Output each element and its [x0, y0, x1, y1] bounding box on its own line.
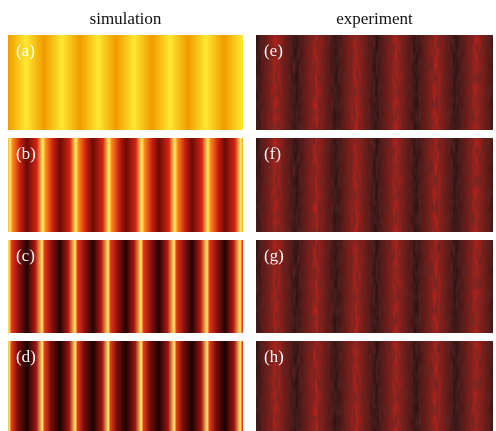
panel-label: (b)	[16, 144, 36, 163]
image-panel: (g)	[256, 240, 493, 333]
panel-label: (c)	[16, 246, 35, 265]
column-title: simulation	[90, 9, 162, 28]
panel-image	[8, 240, 243, 333]
image-panel: (f)	[256, 138, 493, 232]
panel-noise	[256, 35, 493, 130]
panel-noise	[256, 341, 493, 431]
figure: simulation (a) (b) (c) (d) experiment (e) (f) (g…	[0, 0, 496, 431]
image-panel: (e)	[256, 35, 493, 130]
panel-image	[8, 138, 243, 232]
image-panel: (d)	[8, 341, 243, 431]
panel-image	[8, 341, 243, 431]
panel-label: (f)	[264, 144, 281, 163]
panel-image	[8, 35, 243, 130]
panel-noise	[256, 240, 493, 333]
panel-label: (a)	[16, 41, 35, 60]
image-panel: (b)	[8, 138, 243, 232]
image-panel: (h)	[256, 341, 493, 431]
panel-label: (d)	[16, 347, 36, 366]
panel-noise	[256, 138, 493, 232]
column-title: experiment	[336, 9, 413, 28]
panel-label: (e)	[264, 41, 283, 60]
panel-label: (g)	[264, 246, 284, 265]
image-panel: (a)	[8, 35, 243, 130]
panel-label: (h)	[264, 347, 284, 366]
image-panel: (c)	[8, 240, 243, 333]
